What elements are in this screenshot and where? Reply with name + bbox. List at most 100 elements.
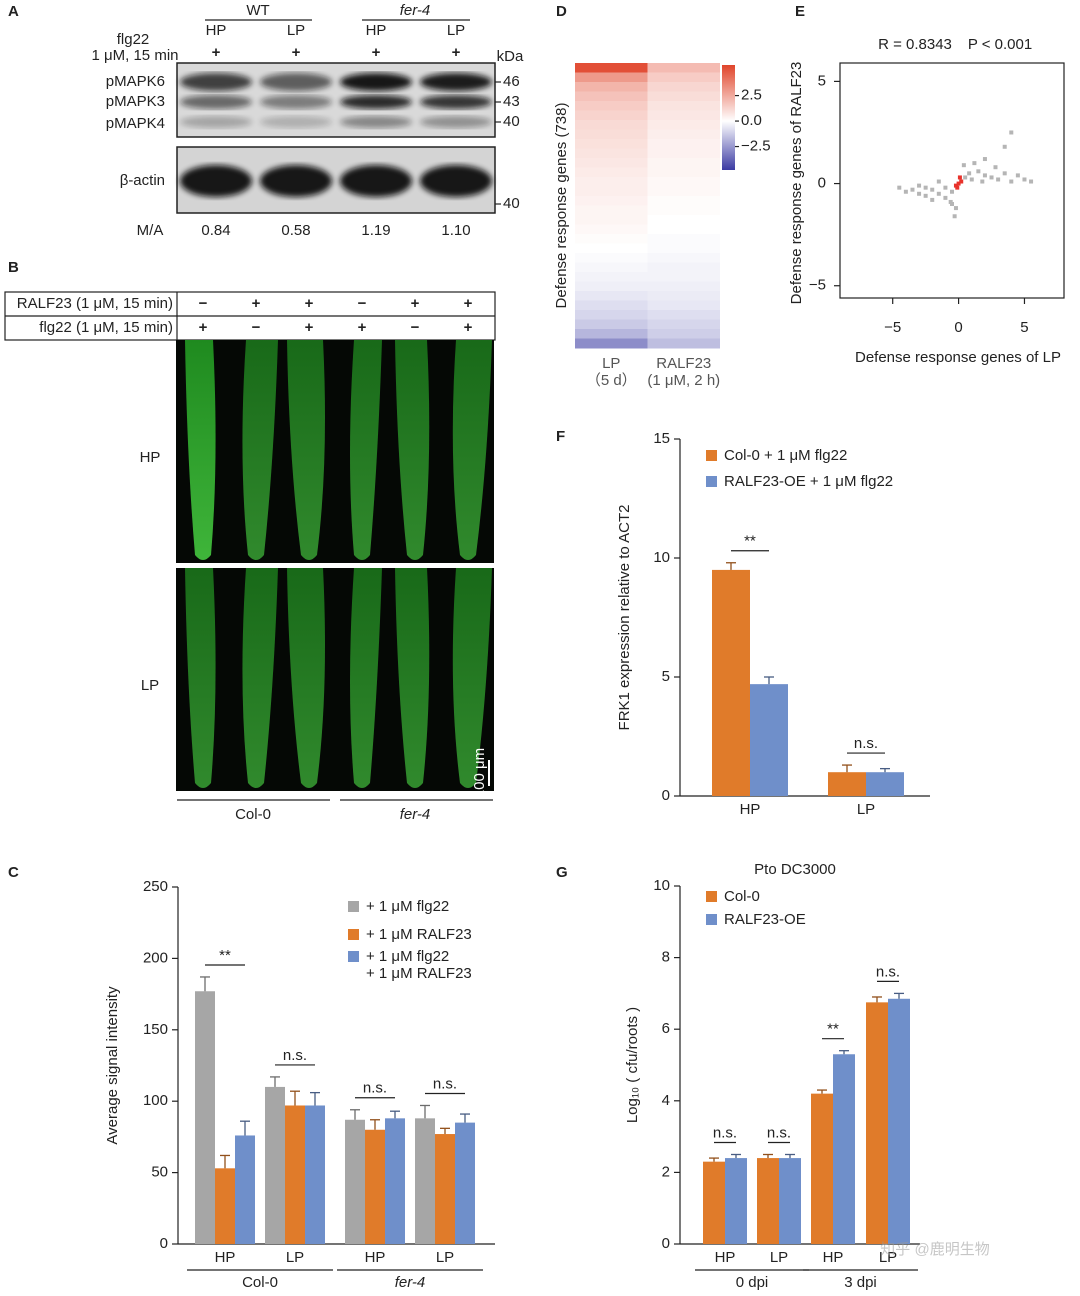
- scatter-point: [930, 197, 935, 202]
- error-bar: [709, 1157, 719, 1162]
- sign: +: [411, 295, 420, 312]
- y-tick-label: 10: [653, 877, 670, 894]
- heatmap-cell: [575, 101, 648, 111]
- scatter-point: [1009, 179, 1014, 184]
- y-tick-label: 0: [662, 1235, 670, 1252]
- ratio: 0.84: [201, 222, 230, 239]
- sign: +: [252, 295, 261, 312]
- heatmap-cell: [575, 234, 648, 244]
- scatter-point: [903, 189, 908, 194]
- scatter-point: [955, 185, 960, 190]
- scatter-point: [930, 187, 935, 192]
- ratio: 1.10: [441, 222, 470, 239]
- scatter-point: [969, 177, 974, 182]
- panel-label: A: [8, 3, 19, 20]
- scatter-point: [923, 185, 928, 190]
- annotation: n.s.: [713, 1124, 737, 1141]
- legend-label: + 1 μM flg22: [366, 898, 450, 915]
- group-label: Col-0: [242, 1274, 278, 1291]
- bar: [385, 1118, 405, 1244]
- scatter-point: [948, 199, 953, 204]
- sign: +: [212, 44, 221, 61]
- scatter-point: [1022, 177, 1027, 182]
- bar: [703, 1161, 725, 1244]
- annotation: **: [219, 947, 231, 964]
- heatmap-cell: [647, 300, 720, 311]
- panel-label: F: [556, 428, 565, 445]
- scatter-point: [972, 161, 977, 166]
- legend-label: RALF23-OE: [724, 911, 806, 928]
- error-bar: [310, 1091, 320, 1106]
- annotation: n.s.: [876, 963, 900, 980]
- sign: −: [358, 295, 367, 312]
- y-tick-label: −5: [809, 277, 826, 294]
- legend-label: + 1 μM flg22 + 1 μM RALF23: [366, 948, 472, 982]
- blot-band: [260, 95, 332, 109]
- heatmap-cell: [647, 63, 720, 73]
- heatmap-cell: [575, 291, 648, 301]
- sign: +: [452, 44, 461, 61]
- bar: [811, 1093, 833, 1244]
- y-tick-label: 8: [662, 949, 670, 966]
- bar: [757, 1158, 779, 1244]
- treatment: flg22: [117, 31, 150, 48]
- bar: [725, 1158, 747, 1244]
- error-bar: [817, 1089, 827, 1094]
- legend-swatch: [348, 951, 359, 962]
- y-tick-label: 250: [143, 878, 168, 895]
- heatmap-cell: [647, 82, 720, 92]
- heatmap-cell: [647, 215, 720, 225]
- x-tick-label: HP: [740, 801, 761, 818]
- legend-swatch: [706, 450, 717, 461]
- y-tick-label: 0: [160, 1235, 168, 1252]
- blot-band: [420, 116, 492, 128]
- x-tick-label: HP: [365, 1249, 386, 1266]
- ratio: 1.19: [361, 222, 390, 239]
- heatmap-cell: [575, 196, 648, 206]
- genotype: WT: [246, 2, 269, 19]
- annotation: n.s.: [854, 735, 878, 752]
- heatmap-cell: [647, 234, 720, 244]
- heatmap-cell: [575, 300, 648, 311]
- plot-frame: [839, 62, 1065, 299]
- genotype: fer-4: [400, 2, 431, 19]
- heatmap-cell: [575, 329, 648, 339]
- x-tick-label: LP: [286, 1249, 304, 1266]
- heatmap-cell: [647, 177, 720, 187]
- heatmap-cell: [575, 215, 648, 225]
- annotation: n.s.: [433, 1075, 457, 1092]
- blot-band: [180, 95, 252, 109]
- sign: −: [411, 319, 420, 336]
- blot-band: [340, 73, 412, 91]
- blot-band: [420, 95, 492, 109]
- heatmap-cell: [647, 253, 720, 263]
- group-label: 3 dpi: [844, 1274, 877, 1291]
- heatmap-cell: [575, 158, 648, 168]
- legend-label: RALF23-OE + 1 μM flg22: [724, 473, 894, 490]
- scatter-point: [982, 173, 987, 178]
- scatter-point: [943, 185, 948, 190]
- scatter-point: [936, 179, 941, 184]
- legend-swatch: [706, 891, 717, 902]
- root-image: [185, 568, 216, 788]
- blot-band: [260, 116, 332, 128]
- scatter-point: [1029, 179, 1034, 184]
- group-label: 0 dpi: [736, 1274, 769, 1291]
- y-tick-label: 5: [662, 668, 670, 685]
- y-axis-label: Average signal intensity: [104, 986, 121, 1145]
- heatmap-cell: [575, 253, 648, 263]
- error-bar: [440, 1127, 450, 1135]
- lane-label: HP: [366, 22, 387, 39]
- x-axis-label: Defense response genes of LP: [855, 349, 1061, 366]
- genotype: Col-0: [235, 806, 271, 823]
- heatmap-cell: [647, 158, 720, 168]
- error-bar: [420, 1104, 430, 1119]
- legend-swatch: [348, 929, 359, 940]
- error-bar: [872, 996, 882, 1003]
- root-image: [287, 340, 325, 560]
- legend-label: + 1 μM RALF23: [366, 926, 472, 943]
- bar: [365, 1129, 385, 1244]
- row-label: LP: [141, 677, 159, 694]
- scatter-point: [1002, 144, 1007, 149]
- y-axis-label: Defense response genes of RALF23: [788, 62, 805, 305]
